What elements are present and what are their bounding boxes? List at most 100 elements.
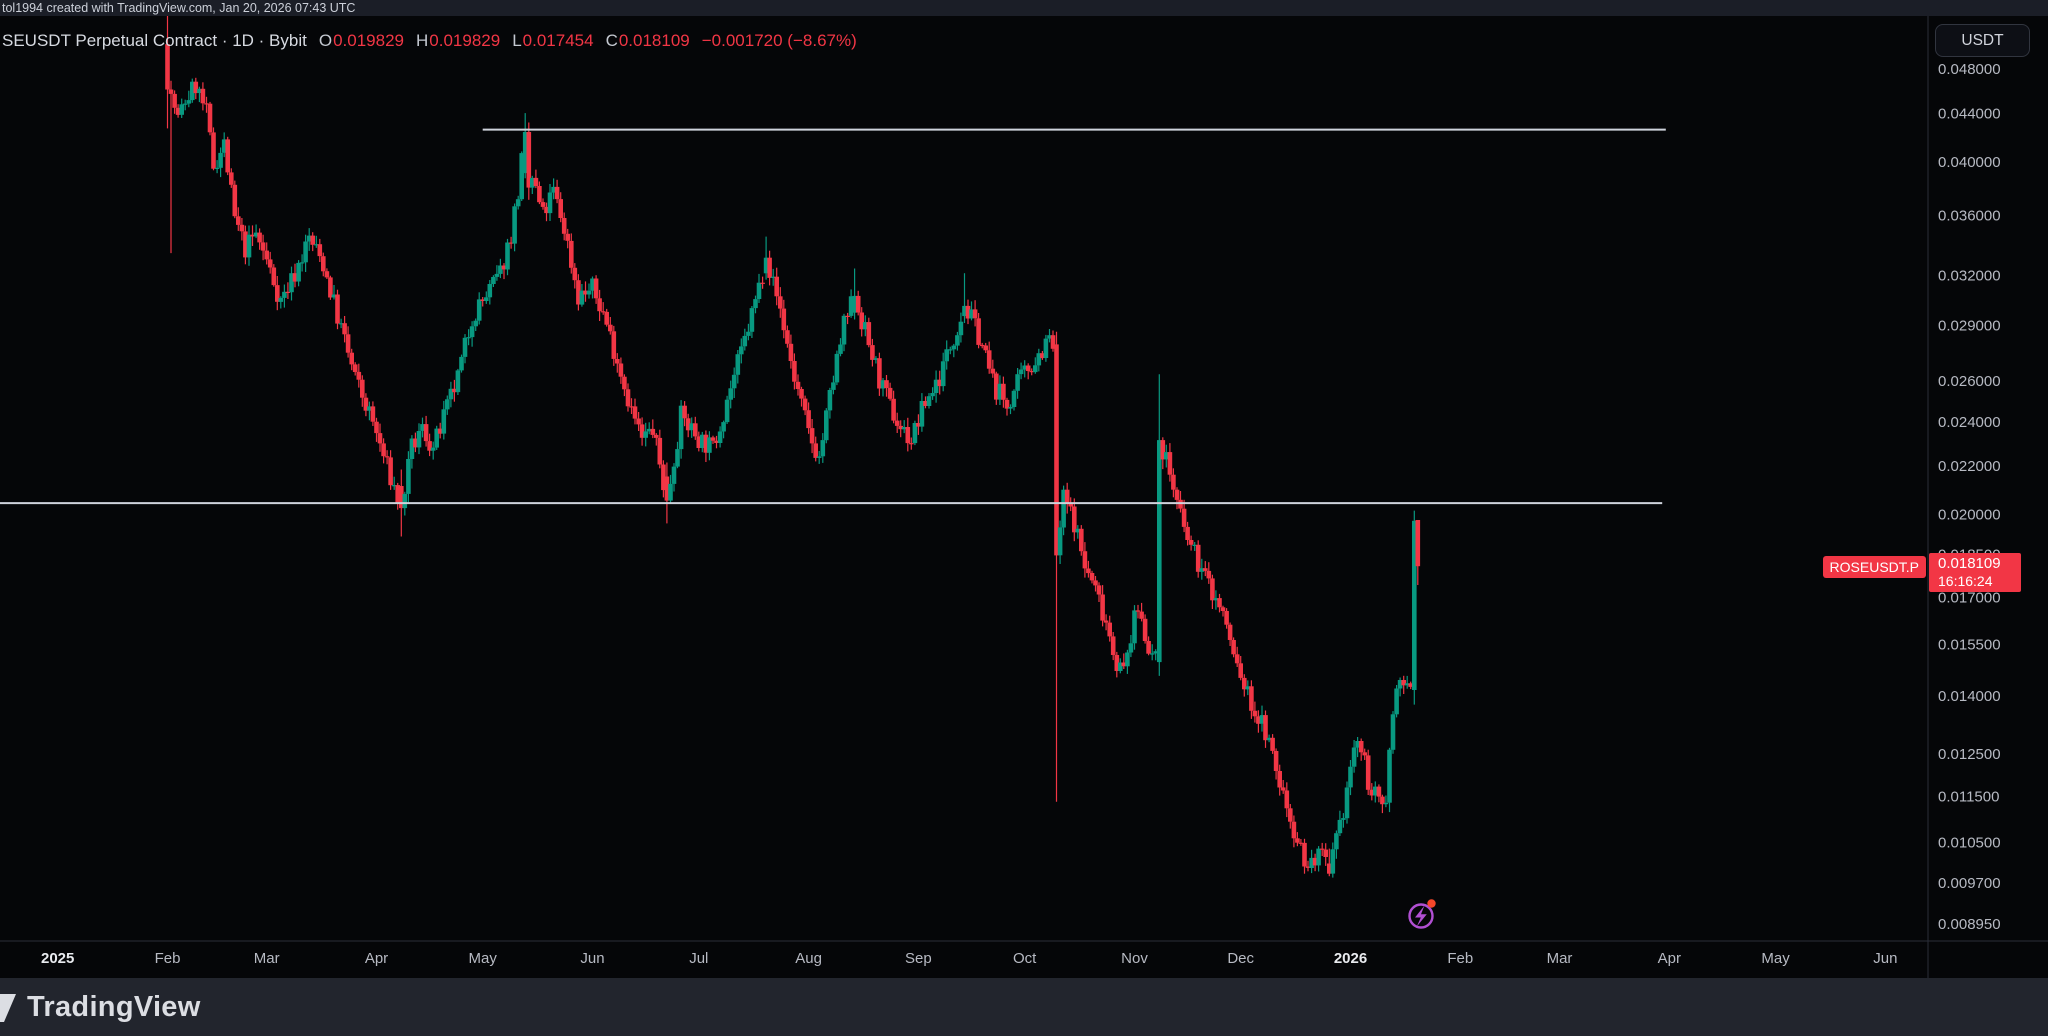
- candle-body: [1288, 808, 1293, 822]
- last-price-label: 0.018109 16:16:24: [1929, 553, 2021, 592]
- price-axis-label: 0.020000: [1938, 507, 2001, 524]
- price-axis-label: 0.022000: [1938, 458, 2001, 475]
- candle-body: [1316, 848, 1321, 866]
- candle-body: [306, 235, 312, 242]
- price-axis-label: 0.024000: [1938, 414, 2001, 431]
- candle-body: [455, 370, 461, 393]
- candle-body: [778, 296, 783, 309]
- candle-body: [668, 483, 673, 501]
- candle-body: [1245, 686, 1251, 690]
- candle-body: [498, 265, 503, 274]
- candle-body: [1146, 641, 1151, 654]
- candle-body: [767, 257, 772, 278]
- candle-body: [519, 153, 524, 200]
- time-axis-label: Feb: [155, 950, 181, 967]
- candle-body: [1089, 573, 1095, 581]
- candle-body: [257, 232, 262, 243]
- candle-body: [958, 321, 964, 336]
- price-axis-label: 0.029000: [1938, 317, 2001, 334]
- symbol-price-tag: ROSEUSDT.P: [1822, 556, 1926, 578]
- candle-body: [625, 389, 631, 407]
- candle-body: [802, 398, 808, 411]
- candle-body: [1369, 789, 1375, 796]
- candle-body: [1174, 489, 1180, 500]
- time-axis-label: Oct: [1013, 950, 1037, 967]
- currency-toggle-button[interactable]: USDT: [1935, 24, 2030, 57]
- candle-body: [1362, 752, 1367, 756]
- spark-icon[interactable]: [1408, 899, 1436, 929]
- candle-body: [236, 216, 241, 225]
- candle-body: [891, 398, 896, 421]
- time-axis-label: Mar: [254, 950, 280, 967]
- candle-body: [1135, 610, 1141, 612]
- time-axis-label: Jul: [689, 950, 708, 967]
- candle-body: [473, 320, 478, 327]
- time-axis-label: Apr: [1658, 950, 1681, 967]
- candle-body: [611, 331, 617, 359]
- symbol-title[interactable]: SEUSDT Perpetual Contract · 1D · Bybit: [2, 31, 307, 50]
- time-axis-label: Nov: [1121, 950, 1148, 967]
- candle-body: [434, 428, 439, 448]
- candle-body: [367, 406, 372, 411]
- candle-body: [399, 486, 404, 509]
- candle-body: [926, 396, 932, 406]
- candle-body: [377, 433, 383, 444]
- tradingview-logo[interactable]: TradingView: [0, 991, 201, 1024]
- price-axis[interactable]: 0.048000 0.044000 0.040000 0.036000 0.032000…: [1938, 61, 2001, 933]
- candle-body: [572, 267, 578, 281]
- candle-body: [809, 428, 815, 444]
- candle-body: [643, 431, 648, 438]
- candle-body: [487, 284, 493, 298]
- candle-body: [1213, 598, 1219, 601]
- candle-body: [445, 399, 450, 410]
- candle-body: [243, 231, 248, 258]
- candle-body: [1114, 655, 1120, 671]
- candle-body: [948, 349, 953, 351]
- candle-body: [622, 376, 627, 390]
- candle-body: [583, 290, 588, 295]
- candle-body: [919, 401, 925, 427]
- candle-body: [1061, 489, 1066, 528]
- candle-body: [512, 206, 517, 244]
- candle-body: [303, 241, 308, 263]
- candle-body: [753, 299, 758, 309]
- candle-body: [1167, 452, 1173, 475]
- candle-body: [335, 294, 340, 324]
- time-axis-label: Dec: [1227, 950, 1254, 967]
- candle-body: [700, 434, 705, 448]
- candle-body: [636, 418, 641, 425]
- candle-body: [214, 167, 220, 169]
- candles-layer: [165, 16, 1421, 878]
- candle-body: [437, 428, 443, 434]
- candle-body: [480, 299, 485, 301]
- candle-body: [282, 291, 287, 298]
- candle-body: [1312, 857, 1318, 866]
- candle-body: [476, 299, 482, 321]
- candle-body: [1277, 771, 1282, 788]
- candle-body: [986, 350, 992, 369]
- candle-body: [841, 315, 847, 345]
- candle-body: [197, 88, 202, 93]
- candle-body: [965, 305, 971, 319]
- candle-body: [264, 250, 269, 260]
- candle-body: [1149, 653, 1155, 655]
- candle-body: [370, 406, 376, 422]
- candle-body: [593, 278, 599, 299]
- candle-body: [395, 485, 400, 503]
- candle-body: [707, 437, 712, 453]
- candle-body: [441, 409, 447, 434]
- candle-body: [884, 380, 889, 388]
- candle-body: [675, 449, 680, 467]
- bar-countdown: 16:16:24: [1938, 573, 1993, 589]
- candle-body: [1054, 344, 1059, 556]
- candle-body: [1309, 857, 1314, 868]
- candle-body: [505, 242, 510, 270]
- candle-body: [1273, 751, 1279, 771]
- time-axis[interactable]: 2025 Feb Mar Apr May Jun Jul Aug Sep Oct Nov Dec 202…: [41, 950, 1897, 967]
- candle-body: [682, 405, 687, 419]
- candle-body: [1401, 680, 1406, 686]
- candle-body: [671, 466, 677, 484]
- candle-body: [565, 233, 570, 241]
- candle-body: [448, 388, 454, 400]
